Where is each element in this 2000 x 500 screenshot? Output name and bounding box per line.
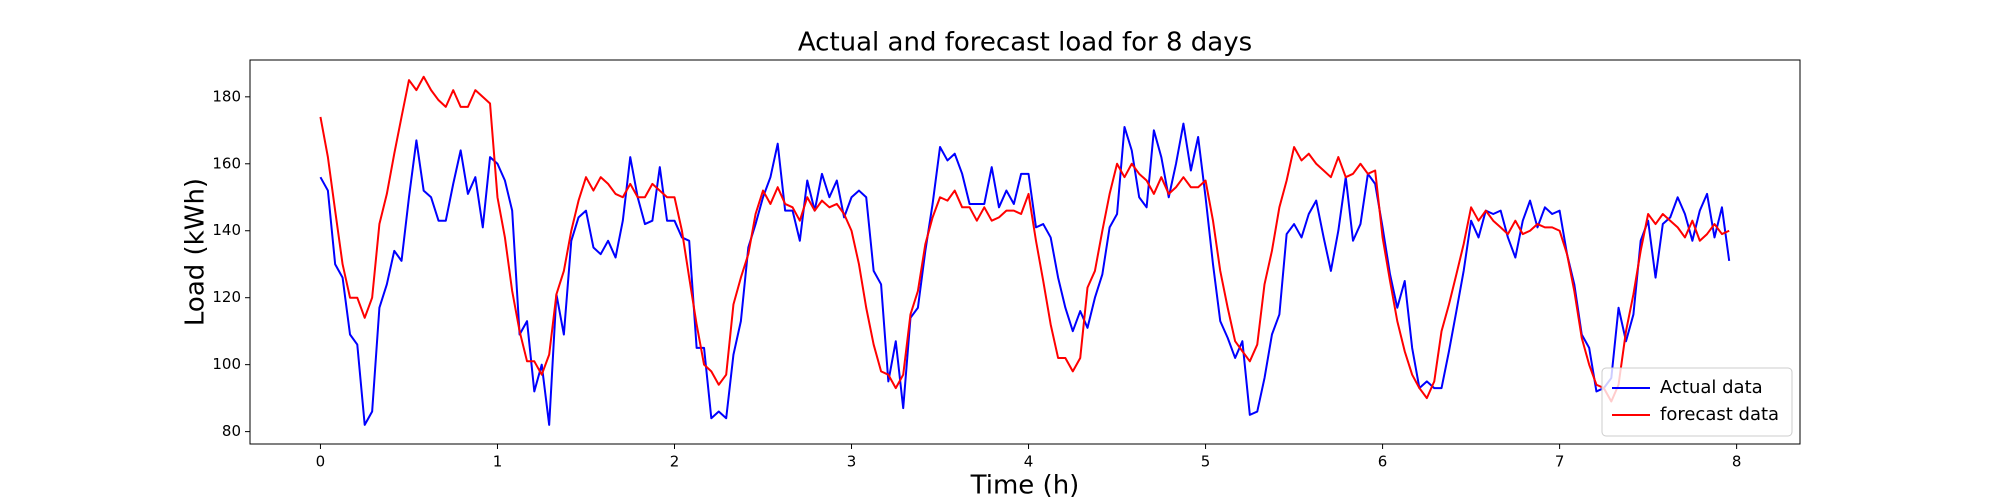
data-line [319, 122, 1731, 426]
legend-box [1601, 367, 1793, 437]
x-tick-label: 6 [1378, 453, 1388, 471]
x-tick-label: 4 [1024, 453, 1034, 471]
data-line [319, 75, 1730, 403]
y-tick-label: 140 [212, 221, 241, 239]
y-tick-label: 120 [212, 288, 241, 306]
y-tick-label: 180 [212, 87, 241, 105]
x-tick-label: 1 [493, 453, 503, 471]
x-tick-label: 5 [1201, 453, 1211, 471]
chart-title: Actual and forecast load for 8 days [798, 28, 1252, 58]
y-tick-label: 160 [212, 154, 241, 172]
y-axis-label: Load (kWh) [181, 178, 211, 326]
legend: Actual data forecast data [1601, 367, 1793, 437]
legend-label: forecast data [1660, 404, 1779, 425]
x-tick-label: 7 [1555, 453, 1565, 471]
legend-label: Actual data [1660, 377, 1763, 398]
x-tick-label: 3 [847, 453, 857, 471]
x-tick-label: 8 [1732, 453, 1742, 471]
y-tick-label: 100 [212, 355, 241, 373]
x-tick-label: 0 [316, 453, 326, 471]
x-axis-label: Time (h) [970, 471, 1080, 500]
x-tick-label: 2 [670, 453, 680, 471]
y-tick-label: 80 [222, 422, 241, 440]
plot-frame [249, 59, 1801, 445]
